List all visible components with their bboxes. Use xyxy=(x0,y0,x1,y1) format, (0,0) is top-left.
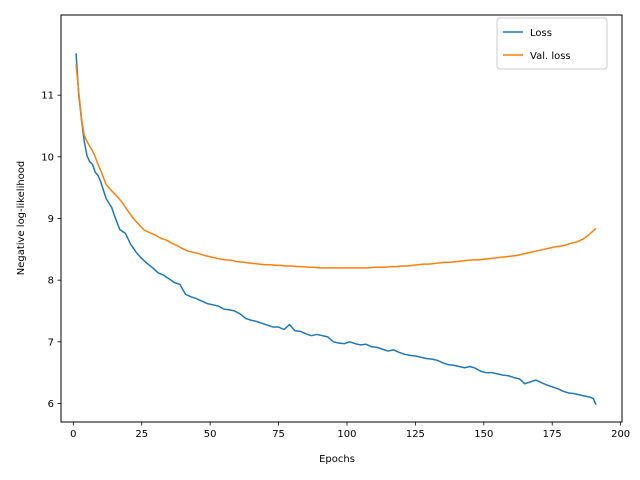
x-tick-label: 175 xyxy=(543,429,562,440)
x-tick-label: 100 xyxy=(337,429,356,440)
y-tick-label: 6 xyxy=(48,399,54,410)
legend-label-loss: Loss xyxy=(530,28,552,39)
x-tick-label: 200 xyxy=(611,429,630,440)
series-line-loss xyxy=(75,53,597,406)
y-tick-label: 11 xyxy=(41,91,54,102)
legend-label-val-loss: Val. loss xyxy=(530,51,571,62)
plot-lines xyxy=(75,53,597,406)
legend-box xyxy=(496,17,608,70)
y-tick-label: 10 xyxy=(41,152,54,163)
y-tick-label: 7 xyxy=(48,337,54,348)
y-axis-label: Negative log-likelihood xyxy=(16,161,27,276)
series-line-val-loss xyxy=(75,64,597,269)
axis-ticks: 0 25 50 75 100 125 150 175 200 6 7 8 9 10 11 xyxy=(41,91,630,440)
legend: Loss Val. loss xyxy=(496,17,608,70)
x-tick-label: 25 xyxy=(135,429,148,440)
y-tick-label: 8 xyxy=(48,276,54,287)
x-axis-label: Epochs xyxy=(319,454,355,465)
x-tick-label: 0 xyxy=(70,429,76,440)
y-tick-label: 9 xyxy=(48,214,54,225)
plot-frame xyxy=(60,14,623,423)
x-tick-label: 150 xyxy=(474,429,493,440)
x-tick-label: 50 xyxy=(204,429,217,440)
x-tick-label: 125 xyxy=(406,429,425,440)
x-tick-label: 75 xyxy=(272,429,285,440)
